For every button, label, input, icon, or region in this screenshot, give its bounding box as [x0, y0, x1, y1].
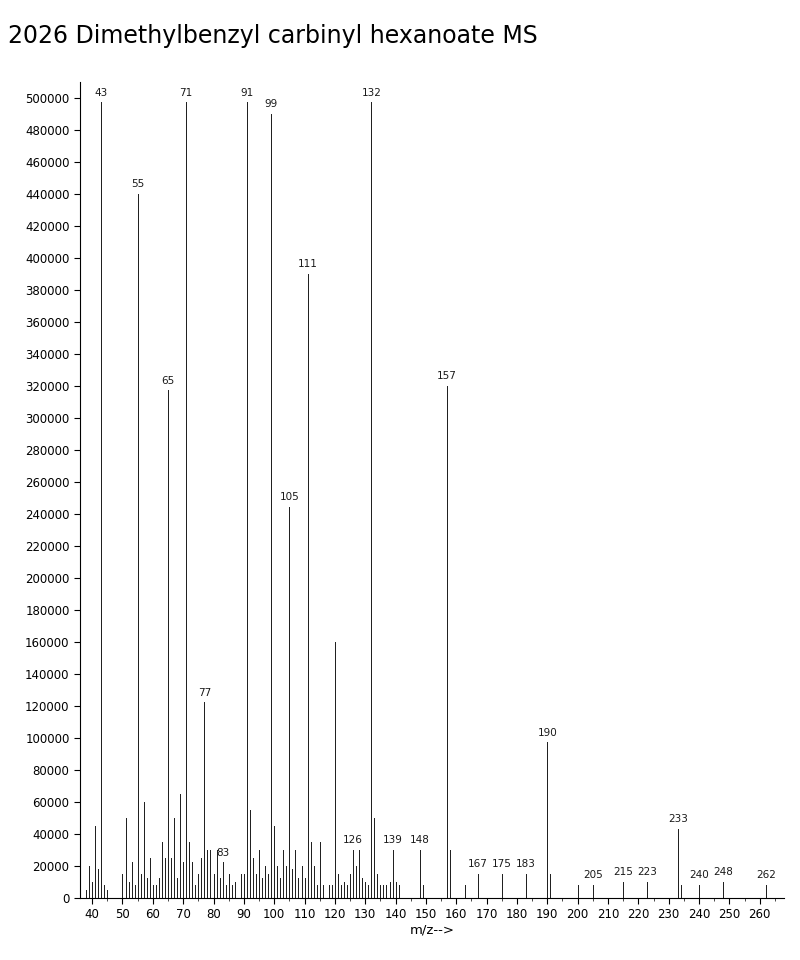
- Text: 190: 190: [538, 728, 557, 737]
- Text: 215: 215: [614, 867, 633, 876]
- Text: 2026 Dimethylbenzyl carbinyl hexanoate MS: 2026 Dimethylbenzyl carbinyl hexanoate M…: [8, 24, 538, 48]
- Text: 91: 91: [240, 87, 254, 98]
- X-axis label: m/z-->: m/z-->: [410, 924, 454, 937]
- Text: 205: 205: [583, 870, 602, 880]
- Text: 167: 167: [467, 859, 487, 869]
- Text: 248: 248: [714, 867, 734, 876]
- Text: 240: 240: [689, 870, 709, 880]
- Text: 148: 148: [410, 835, 430, 845]
- Text: 157: 157: [438, 371, 457, 381]
- Text: 105: 105: [279, 492, 299, 502]
- Text: 126: 126: [343, 835, 363, 845]
- Text: 83: 83: [216, 848, 230, 857]
- Text: 65: 65: [162, 375, 174, 386]
- Text: 43: 43: [94, 87, 108, 98]
- Text: 183: 183: [516, 859, 536, 869]
- Text: 233: 233: [668, 814, 688, 824]
- Text: 77: 77: [198, 687, 211, 698]
- Text: 55: 55: [131, 179, 144, 189]
- Text: 262: 262: [756, 870, 776, 880]
- Text: 139: 139: [382, 835, 402, 845]
- Text: 132: 132: [362, 87, 382, 98]
- Text: 175: 175: [492, 859, 512, 869]
- Text: 71: 71: [179, 87, 193, 98]
- Text: 99: 99: [265, 99, 278, 108]
- Text: 223: 223: [638, 867, 658, 876]
- Text: 111: 111: [298, 259, 318, 269]
